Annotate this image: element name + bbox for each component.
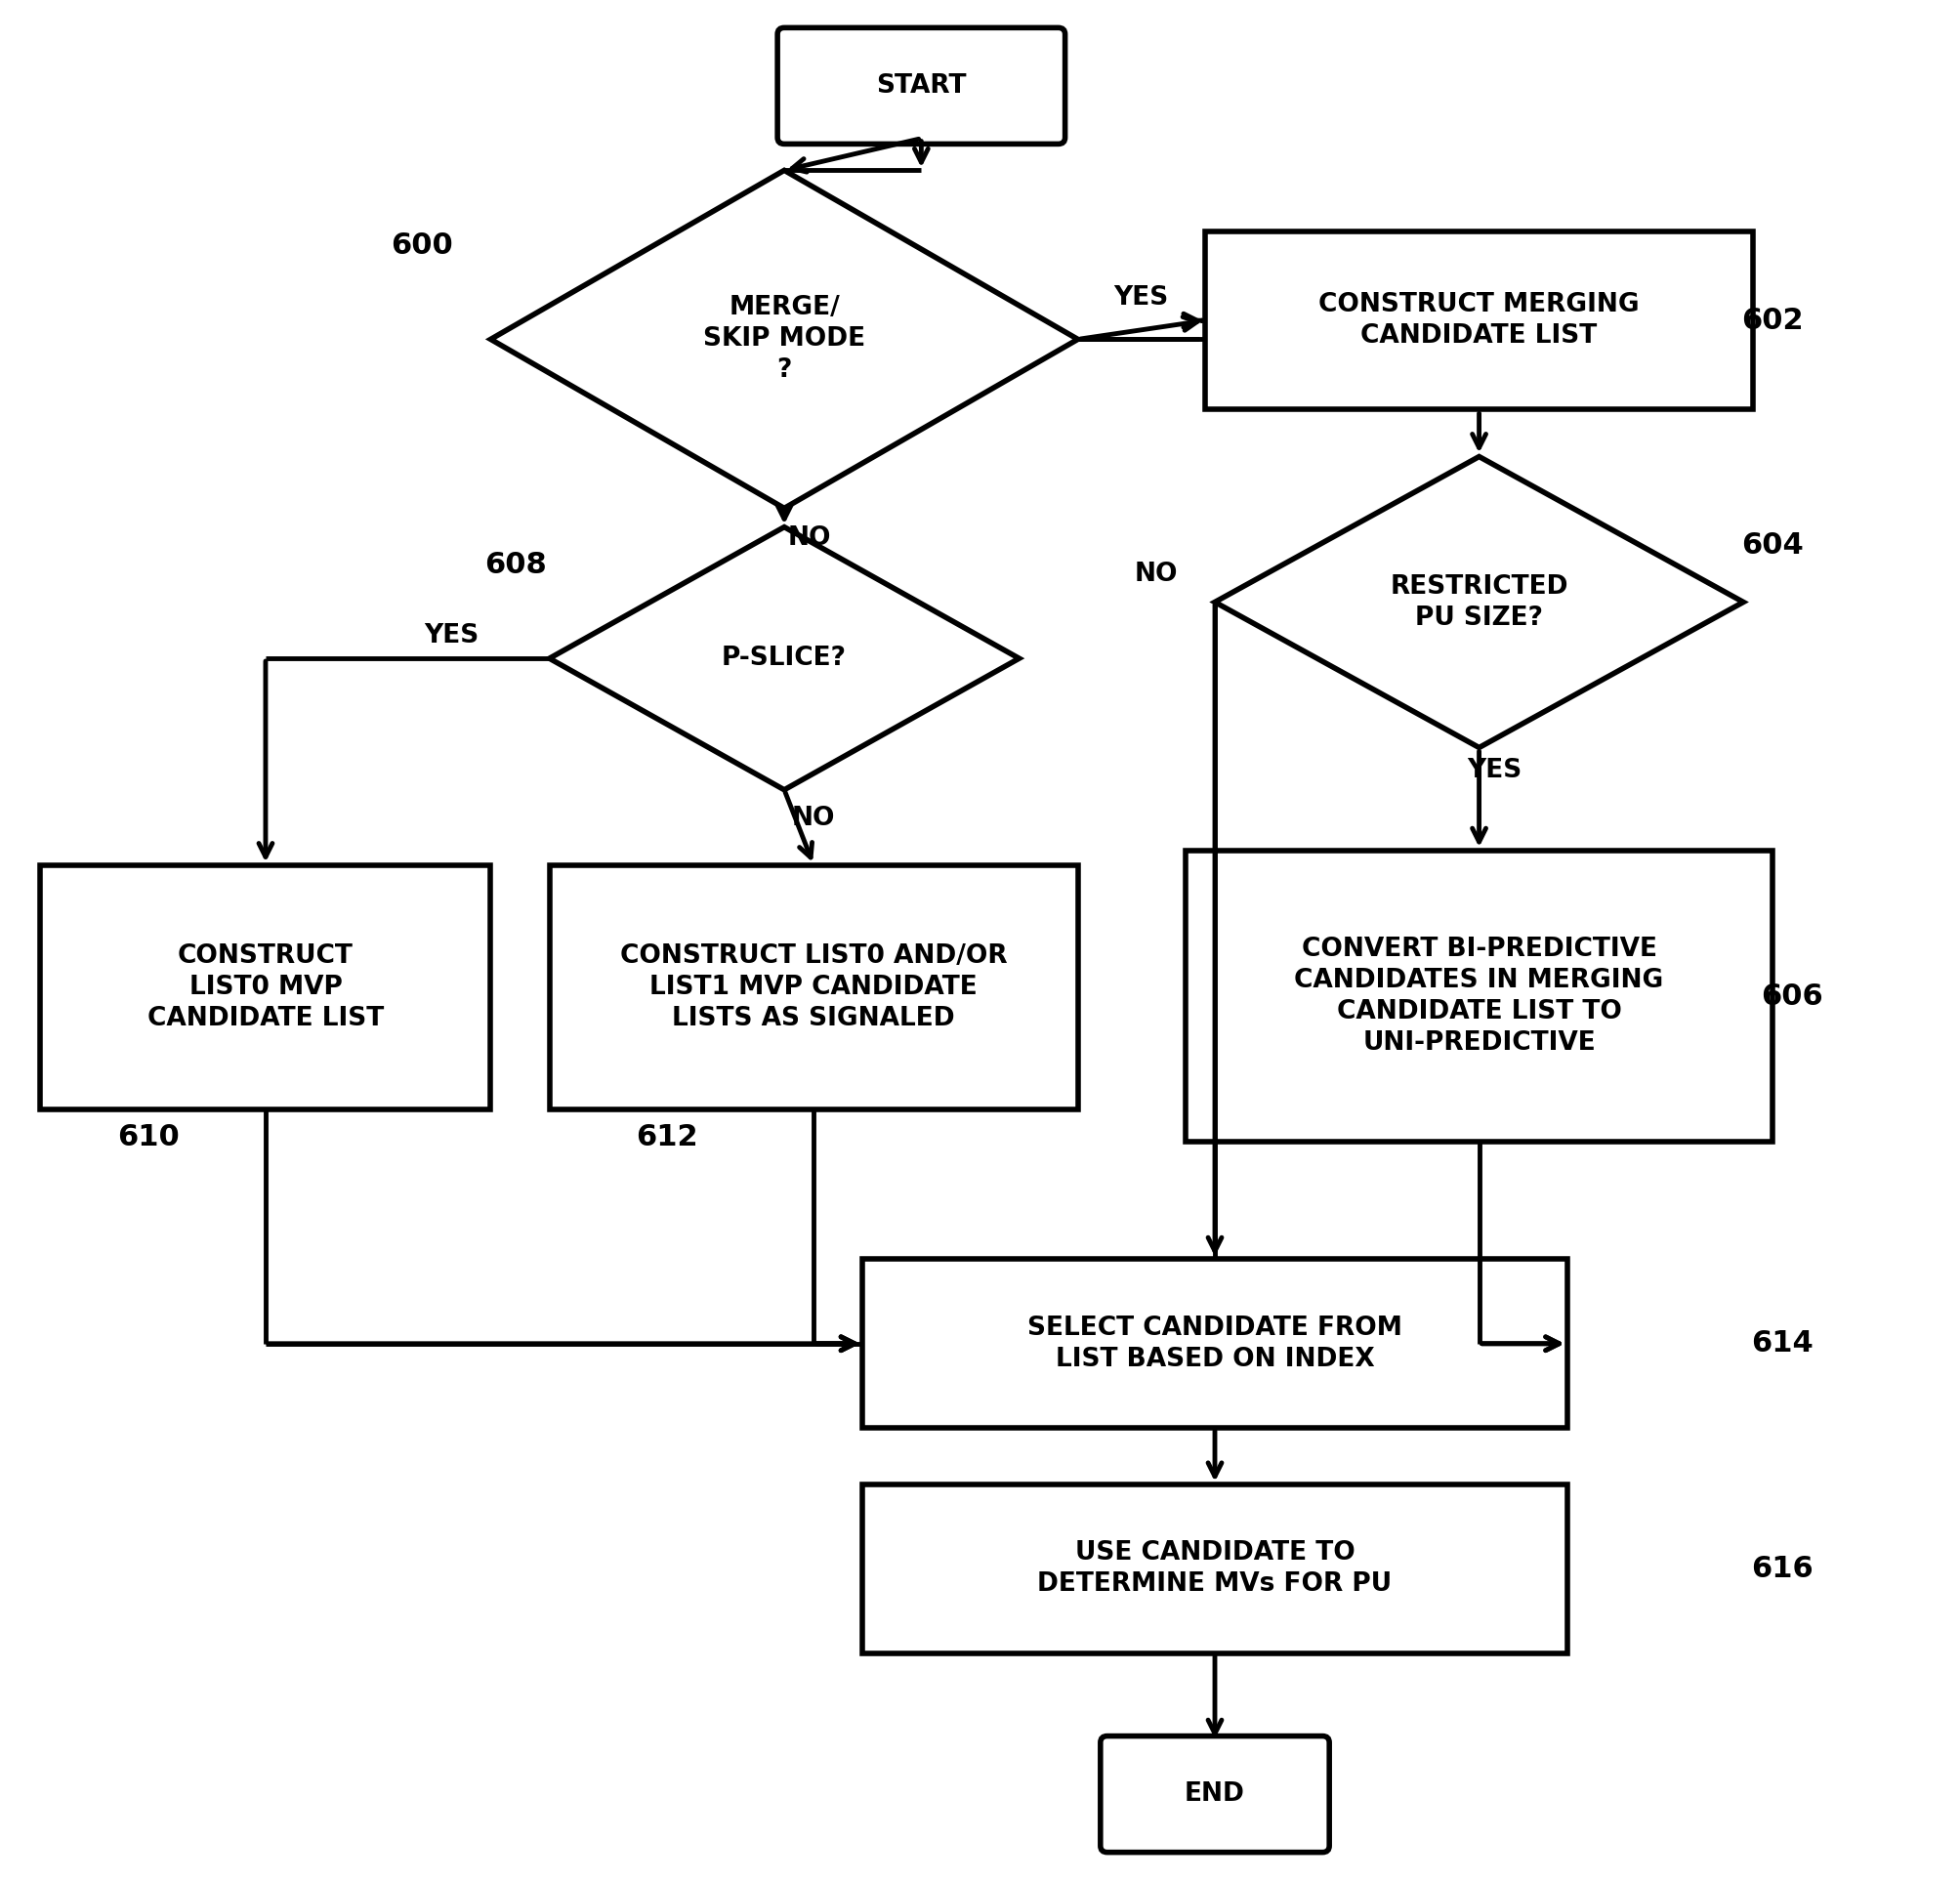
Text: 600: 600: [392, 231, 453, 259]
Text: 616: 616: [1752, 1555, 1813, 1583]
Polygon shape: [490, 171, 1078, 508]
Text: USE CANDIDATE TO
DETERMINE MVs FOR PU: USE CANDIDATE TO DETERMINE MVs FOR PU: [1037, 1540, 1392, 1598]
Text: MERGE/
SKIP MODE
?: MERGE/ SKIP MODE ?: [704, 295, 866, 384]
Text: SELECT CANDIDATE FROM
LIST BASED ON INDEX: SELECT CANDIDATE FROM LIST BASED ON INDE…: [1027, 1316, 1401, 1372]
Text: YES: YES: [1113, 286, 1168, 310]
FancyBboxPatch shape: [778, 28, 1064, 145]
Bar: [862, 1260, 1568, 1429]
Text: CONVERT BI-PREDICTIVE
CANDIDATES IN MERGING
CANDIDATE LIST TO
UNI-PREDICTIVE: CONVERT BI-PREDICTIVE CANDIDATES IN MERG…: [1294, 936, 1664, 1057]
Text: START: START: [876, 73, 966, 98]
Text: 606: 606: [1762, 981, 1823, 1010]
Text: YES: YES: [1468, 758, 1523, 784]
FancyBboxPatch shape: [1100, 1735, 1329, 1852]
Text: NO: NO: [1135, 562, 1178, 587]
Text: P-SLICE?: P-SLICE?: [721, 645, 847, 671]
Text: 602: 602: [1742, 306, 1803, 335]
Text: YES: YES: [423, 622, 478, 649]
Polygon shape: [1215, 457, 1742, 748]
Text: CONSTRUCT
LIST0 MVP
CANDIDATE LIST: CONSTRUCT LIST0 MVP CANDIDATE LIST: [147, 944, 384, 1030]
Bar: [1205, 231, 1752, 410]
Text: 604: 604: [1742, 532, 1803, 560]
Text: 608: 608: [484, 551, 547, 579]
Text: END: END: [1184, 1782, 1245, 1807]
Bar: [549, 865, 1078, 1109]
Text: RESTRICTED
PU SIZE?: RESTRICTED PU SIZE?: [1390, 573, 1568, 630]
Text: CONSTRUCT MERGING
CANDIDATE LIST: CONSTRUCT MERGING CANDIDATE LIST: [1319, 291, 1641, 350]
Text: CONSTRUCT LIST0 AND/OR
LIST1 MVP CANDIDATE
LISTS AS SIGNALED: CONSTRUCT LIST0 AND/OR LIST1 MVP CANDIDA…: [619, 944, 1007, 1030]
Text: NO: NO: [792, 805, 835, 831]
Text: 614: 614: [1752, 1329, 1813, 1357]
Text: 610: 610: [118, 1122, 178, 1151]
Text: 612: 612: [635, 1122, 698, 1151]
Text: NO: NO: [788, 526, 831, 551]
Bar: [41, 865, 490, 1109]
Polygon shape: [549, 526, 1019, 790]
Bar: [862, 1485, 1568, 1653]
Bar: [1186, 852, 1772, 1141]
